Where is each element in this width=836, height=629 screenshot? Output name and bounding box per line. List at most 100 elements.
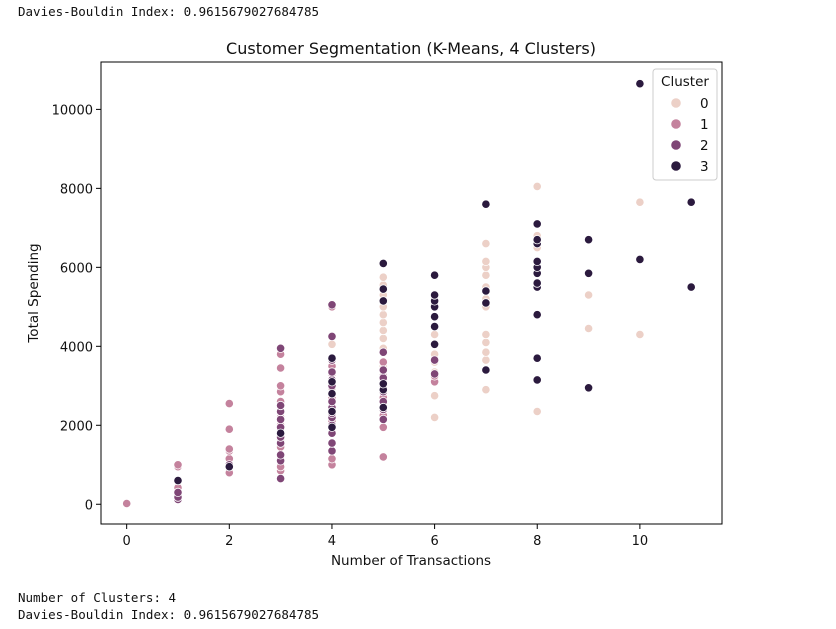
data-point-cluster-2 [327,446,337,456]
x-tick-label: 10 [632,534,649,549]
data-point-cluster-0 [327,339,337,349]
data-point-cluster-3 [532,353,542,363]
data-point-cluster-3 [173,475,183,486]
data-point-cluster-3 [481,286,491,296]
legend: Cluster 0 1 2 3 [652,68,718,181]
x-axis-label: Number of Transactions [331,553,491,569]
data-point-cluster-2 [429,369,440,379]
data-point-cluster-2 [378,347,388,357]
data-point-cluster-0 [532,406,542,417]
data-point-cluster-3 [429,321,440,332]
y-tick-label: 2000 [60,419,93,434]
y-tick-label: 4000 [60,340,93,355]
data-point-cluster-2 [327,438,337,448]
data-point-cluster-1 [378,422,388,432]
data-point-cluster-0 [429,329,440,340]
legend-marker-cluster-2 [670,139,682,151]
data-point-cluster-0 [481,337,491,347]
data-point-cluster-0 [635,329,645,340]
data-point-cluster-3 [686,282,696,292]
data-point-cluster-3 [583,383,594,393]
data-point-cluster-1 [173,460,183,470]
y-tick-label: 10000 [52,103,93,118]
data-point-cluster-3 [327,422,337,432]
legend-title: Cluster [661,74,709,90]
data-point-cluster-3 [583,235,594,245]
data-point-cluster-3 [481,298,491,308]
legend-frame [652,68,718,181]
x-tick-label: 4 [328,534,336,549]
data-point-cluster-3 [429,312,440,322]
data-point-cluster-0 [378,333,388,343]
data-point-cluster-3 [378,296,388,306]
data-point-cluster-0 [481,329,491,340]
data-point-cluster-3 [378,258,388,268]
data-point-cluster-3 [327,353,337,363]
legend-entries: 0 1 2 3 [670,96,709,175]
axis-ticks: 0 2 4 6 8 10 0 2000 4000 6000 8000 10000 [52,103,649,549]
data-point-cluster-0 [583,323,594,334]
data-point-cluster-2 [275,473,286,484]
data-point-cluster-2 [429,355,440,365]
data-point-cluster-0 [481,239,491,249]
data-point-cluster-3 [275,428,286,438]
data-point-cluster-1 [224,398,234,409]
data-point-cluster-0 [429,391,440,401]
legend-marker-cluster-3 [670,160,682,172]
data-point-cluster-3 [327,406,337,417]
data-point-cluster-1 [275,381,286,391]
data-point-cluster-2 [327,331,337,341]
data-point-cluster-2 [327,300,337,310]
data-point-cluster-0 [635,197,645,207]
y-tick-label: 8000 [60,182,93,197]
data-point-cluster-2 [275,343,286,353]
data-point-cluster-3 [327,389,337,399]
data-point-cluster-0 [378,310,388,320]
x-tick-label: 8 [533,534,541,549]
data-point-cluster-1 [122,498,132,509]
data-point-cluster-1 [224,444,234,454]
legend-marker-cluster-0 [670,97,682,109]
y-tick-label: 0 [85,498,93,513]
data-point-cluster-0 [481,347,491,357]
data-point-cluster-3 [378,379,388,389]
data-point-cluster-2 [275,400,286,411]
chart-title: Customer Segmentation (K-Means, 4 Cluste… [226,39,596,58]
data-point-cluster-0 [429,412,440,422]
data-point-cluster-3 [224,462,234,472]
data-point-cluster-3 [635,79,645,89]
data-point-cluster-3 [481,365,491,375]
data-point-cluster-0 [378,272,388,282]
data-point-cluster-2 [173,487,183,497]
data-point-cluster-3 [429,270,440,280]
data-point-cluster-3 [532,256,542,266]
data-point-cluster-3 [532,375,542,385]
legend-label-cluster-2: 2 [700,138,709,154]
data-point-cluster-0 [481,385,491,395]
x-tick-label: 0 [123,534,131,549]
data-point-cluster-3 [532,219,542,229]
data-point-cluster-2 [327,367,337,377]
data-point-cluster-0 [481,256,491,266]
data-point-cluster-0 [378,325,388,336]
data-point-cluster-0 [481,355,491,365]
data-point-cluster-1 [224,424,234,434]
data-point-cluster-3 [635,254,645,264]
data-point-cluster-3 [429,339,440,349]
y-tick-label: 6000 [60,261,93,276]
data-point-cluster-2 [275,450,286,460]
console-output-db-index: Davies-Bouldin Index: 0.9615679027684785 [18,607,320,622]
legend-label-cluster-0: 0 [700,96,709,112]
x-tick-label: 2 [225,534,233,549]
legend-label-cluster-3: 3 [700,159,709,175]
data-point-cluster-3 [532,310,542,320]
plot-area-frame [100,61,723,525]
x-tick-label: 6 [430,534,438,549]
data-point-cluster-0 [583,290,594,300]
data-point-cluster-2 [378,414,388,424]
data-point-cluster-1 [275,363,286,373]
legend-label-cluster-1: 1 [700,117,709,133]
data-point-cluster-3 [686,197,696,207]
data-point-cluster-3 [378,284,388,294]
